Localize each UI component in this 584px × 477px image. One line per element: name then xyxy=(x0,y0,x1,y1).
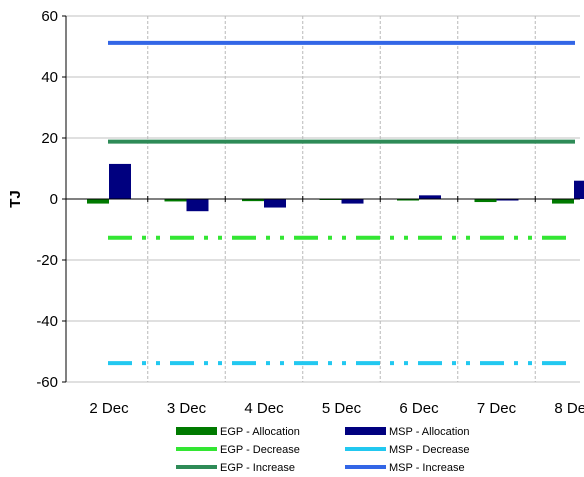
legend-label-msp-decrease: MSP - Decrease xyxy=(389,444,470,456)
x-tick-label: 5 Dec xyxy=(322,400,362,417)
legend-label-egp-allocation: EGP - Allocation xyxy=(220,426,300,438)
y-axis-title: TJ xyxy=(7,190,24,208)
bars xyxy=(87,163,584,212)
bar-msp-allocation xyxy=(264,199,286,208)
bar-msp-allocation xyxy=(186,199,209,212)
bar-egp-allocation xyxy=(164,199,187,202)
y-tick-label: -60 xyxy=(36,374,58,391)
y-tick-label: -20 xyxy=(36,252,58,269)
bar-msp-allocation xyxy=(419,195,441,199)
x-tick-label: 6 Dec xyxy=(399,400,439,417)
bar-msp-allocation xyxy=(496,199,519,201)
legend: EGP - Allocation MSP - Allocation EGP - De… xyxy=(176,426,470,474)
x-tick-label: 4 Dec xyxy=(244,400,284,417)
bar-egp-allocation xyxy=(552,199,574,204)
bar-msp-allocation xyxy=(574,180,584,199)
axes: -60 -40 -20 0 20 40 60 2 Dec 3 Dec 4 Dec 5 Dec 6 De… xyxy=(36,8,584,417)
legend-label-egp-decrease: EGP - Decrease xyxy=(220,444,300,456)
y-tick-label: 40 xyxy=(41,69,58,86)
bar-egp-allocation xyxy=(242,199,264,202)
legend-label-msp-increase: MSP - Increase xyxy=(389,462,465,474)
legend-swatch-msp-allocation xyxy=(345,427,386,435)
bar-egp-allocation xyxy=(87,199,109,204)
y-tick-label: 0 xyxy=(50,191,58,208)
x-tick-label: 3 Dec xyxy=(167,400,207,417)
y-tick-label: 60 xyxy=(41,8,58,25)
bar-msp-allocation xyxy=(341,199,364,204)
y-tick-label: -40 xyxy=(36,313,58,330)
reference-lines xyxy=(108,40,575,366)
bar-msp-allocation xyxy=(109,163,131,199)
legend-swatch-egp-allocation xyxy=(176,427,217,435)
y-tick-label: 20 xyxy=(41,130,58,147)
x-tick-label: 2 Dec xyxy=(89,400,129,417)
bar-egp-allocation xyxy=(397,199,419,201)
legend-label-msp-allocation: MSP - Allocation xyxy=(389,426,470,438)
legend-label-egp-increase: EGP - Increase xyxy=(220,462,295,474)
x-tick-label: 8 Dec xyxy=(554,400,584,417)
x-tick-label: 7 Dec xyxy=(477,400,517,417)
bar-egp-allocation xyxy=(474,199,497,203)
